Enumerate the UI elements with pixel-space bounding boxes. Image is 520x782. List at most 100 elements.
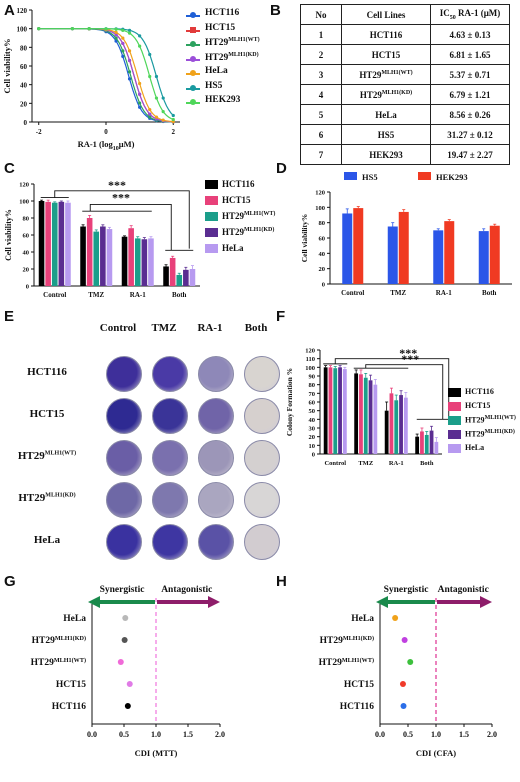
bar	[141, 239, 148, 286]
column-header: Control	[99, 322, 137, 334]
bar	[163, 266, 169, 286]
table-header-row: No Cell Lines IC50 RA-1 (μM)	[300, 4, 510, 25]
panel-label-c: C	[4, 160, 15, 177]
y-tick-label: 10	[309, 443, 316, 450]
legend-label: HCT15	[222, 195, 251, 205]
dose-curve-ht29mlh1(kd)	[38, 28, 174, 123]
data-point	[121, 49, 125, 53]
x-tick-label: 2	[172, 128, 176, 136]
bar	[384, 410, 389, 454]
legend-swatch	[418, 172, 431, 180]
well-image	[152, 398, 188, 434]
legend-label: HEK293	[436, 172, 468, 182]
bar	[86, 218, 93, 286]
row-label: HT29MLH1(KD)	[320, 635, 374, 646]
legend-swatch	[448, 430, 461, 439]
cdi-point	[401, 637, 408, 643]
dose-curve-hek293	[38, 28, 174, 121]
antagonistic-label: Antagonistic	[161, 585, 212, 595]
row-label: HCT15	[344, 680, 374, 690]
cdi-point	[399, 681, 406, 687]
y-tick-label: 100	[17, 26, 28, 34]
y-tick-label: 40	[23, 250, 30, 257]
data-point	[70, 27, 74, 31]
category-label: Control	[324, 460, 346, 467]
row-label: HCT15	[56, 680, 86, 690]
well-image	[244, 482, 280, 518]
antagonistic-label: Antagonistic	[438, 585, 489, 595]
bar	[51, 202, 58, 286]
legend-label: HCT15	[465, 401, 491, 410]
bar	[403, 397, 408, 454]
row-cell-line: HCT116	[341, 24, 431, 45]
bar	[387, 226, 398, 284]
legend-marker	[190, 41, 196, 47]
dose-curve-hs5	[38, 28, 174, 116]
category-label: RA-1	[436, 289, 452, 297]
row-ic50-value: 8.56 ± 0.26	[430, 104, 510, 125]
dose-curve-hela	[38, 28, 174, 123]
data-point	[161, 96, 165, 100]
panel-label-d: D	[276, 160, 287, 177]
row-label: HT29MLH1(WT)	[31, 657, 86, 668]
x-tick-label: 0	[104, 128, 108, 136]
bar	[353, 208, 364, 284]
row-header: HCT15	[29, 408, 65, 420]
row-number: 6	[300, 124, 342, 145]
bar	[424, 434, 429, 454]
column-header: RA-1	[197, 322, 223, 334]
data-point	[148, 52, 152, 57]
legend-label: HCT116	[205, 8, 240, 18]
data-point	[138, 34, 142, 38]
legend-label: HT29MLH1(KD)	[222, 227, 275, 237]
x-axis-label: RA-1 (log10μM)	[78, 139, 135, 150]
cell-viability-bar-chart: 0 20 40 60 80 100 120 Control TMZ RA-1 Both Cell vi…	[4, 178, 200, 299]
y-tick-label: 100	[19, 199, 29, 206]
row-number: 4	[300, 84, 342, 105]
y-axis-label: Cell viability%	[2, 38, 12, 93]
y-tick-label: 40	[20, 82, 28, 90]
data-point	[87, 27, 91, 31]
legend-label: HS5	[362, 172, 378, 182]
bar	[342, 369, 347, 454]
row-label: HT29MLH1(WT)	[319, 657, 374, 668]
bar	[183, 269, 189, 286]
category-label: Both	[420, 460, 434, 467]
data-point	[114, 33, 118, 37]
header-no: No	[300, 4, 342, 25]
bar	[363, 377, 368, 454]
cdi-cfa-chart: 0.0 0.5 1.0 1.5 2.0 CDI (CFA) Synergistic Antag…	[319, 585, 497, 758]
dose-curve-hct15	[38, 28, 174, 123]
table-row: 2 HCT15 6.81 ± 1.65	[300, 44, 510, 65]
data-point	[138, 44, 142, 48]
data-point	[127, 58, 132, 63]
panel-label-a: A	[4, 2, 15, 19]
bar	[328, 367, 333, 454]
well-image	[198, 398, 234, 434]
legend-marker	[190, 26, 196, 33]
antagonistic-arrow	[157, 596, 220, 608]
legend-swatch	[205, 212, 218, 221]
row-number: 5	[300, 104, 342, 125]
x-tick-label: 0.0	[375, 730, 385, 739]
cdi-point	[126, 681, 133, 687]
data-point	[127, 28, 132, 32]
bar	[394, 400, 399, 454]
y-tick-label: 0	[312, 452, 315, 459]
bar	[429, 430, 434, 454]
category-label: Both	[482, 289, 497, 297]
data-point	[161, 110, 165, 114]
x-tick-label: 1.5	[459, 730, 469, 739]
bar	[389, 393, 394, 454]
significance-bracket	[54, 190, 190, 249]
significance-marker: ***	[108, 178, 126, 192]
row-label: HeLa	[351, 614, 374, 624]
category-label: RA-1	[130, 291, 146, 299]
dose-curve-hct116	[38, 28, 174, 123]
y-tick-label: 120	[19, 182, 29, 189]
x-tick-label: 0.5	[403, 730, 413, 739]
data-point	[171, 117, 175, 122]
synergistic-arrow	[376, 596, 435, 608]
y-tick-label: 120	[17, 7, 28, 15]
bar	[148, 238, 154, 286]
